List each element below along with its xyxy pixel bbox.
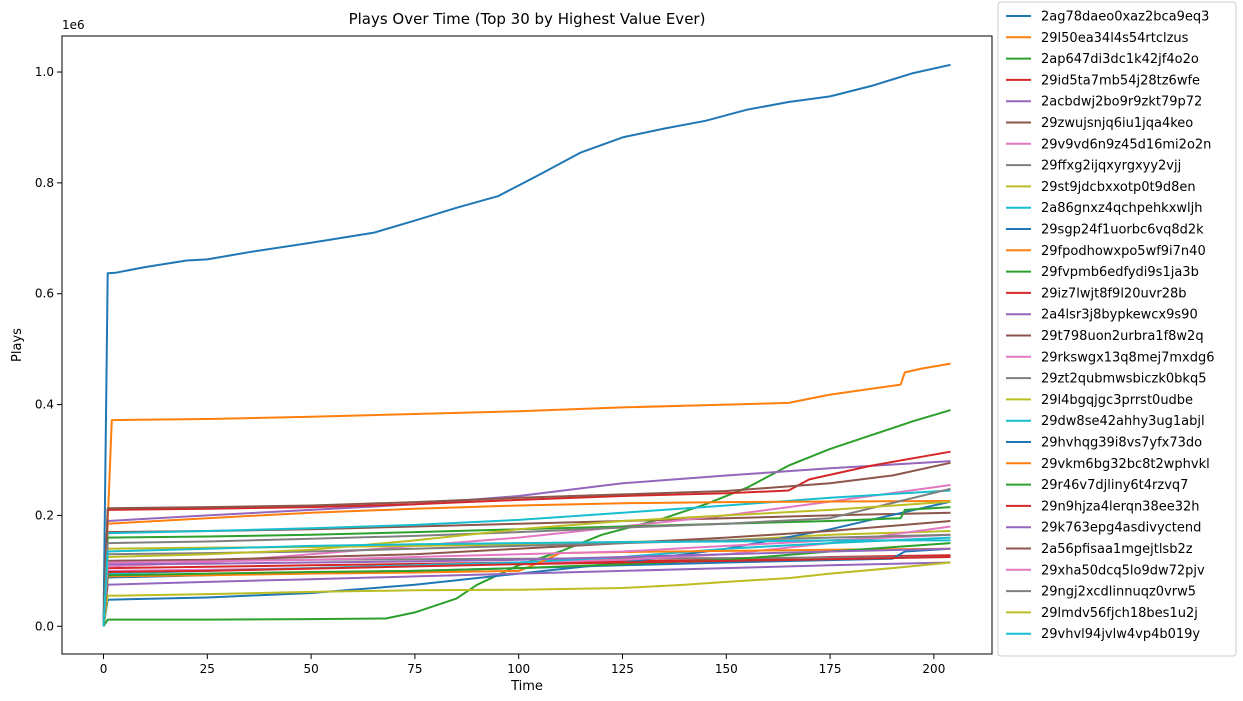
x-tick-label: 0 xyxy=(100,662,108,676)
series-line-23 xyxy=(102,556,951,627)
legend-frame xyxy=(997,1,1237,657)
series-line-25 xyxy=(102,520,951,627)
legend-label-6: 29v9vd6n9z45d16mi2o2n xyxy=(1041,137,1211,152)
legend-label-9: 2a86gnxz4qchpehkxwljh xyxy=(1041,201,1203,216)
y-tick-label: 0.2 xyxy=(35,508,54,522)
x-tick-label: 175 xyxy=(819,662,842,676)
legend-label-19: 29dw8se42ahhy3ug1abjl xyxy=(1041,414,1205,429)
x-tick-label: 150 xyxy=(715,662,738,676)
chart-title: Plays Over Time (Top 30 by Highest Value… xyxy=(349,10,706,28)
x-tick-label: 100 xyxy=(507,662,530,676)
x-axis-label: Time xyxy=(510,679,543,694)
series-line-21 xyxy=(102,547,951,627)
x-tick-label: 125 xyxy=(611,662,634,676)
legend-label-11: 29fpodhowxpo5wf9i7n40 xyxy=(1041,244,1206,259)
legend-label-0: 2ag78daeo0xaz2bca9eq3 xyxy=(1041,10,1209,25)
series-line-27 xyxy=(102,533,951,627)
y-offset-label: 1e6 xyxy=(62,18,85,32)
y-tick-label: 0.8 xyxy=(35,176,54,190)
legend-label-18: 29l4bgqjgc3prrst0udbe xyxy=(1041,393,1193,408)
legend-label-14: 2a4lsr3j8bypkewcx9s90 xyxy=(1041,308,1198,323)
legend-label-3: 29id5ta7mb54j28tz6wfe xyxy=(1041,73,1200,88)
legend: 2ag78daeo0xaz2bca9eq3 29l50ea34l4s54rtclz… xyxy=(997,1,1237,657)
legend-label-23: 29n9hjza4lerqn38ee32h xyxy=(1041,499,1200,514)
legend-label-13: 29iz7lwjt8f9l20uvr28b xyxy=(1041,286,1187,301)
y-tick-label: 0.6 xyxy=(35,287,54,301)
series-line-29 xyxy=(102,539,951,627)
series-line-0 xyxy=(102,63,951,627)
legend-label-12: 29fvpmb6edfydi9s1ja3b xyxy=(1041,265,1199,280)
series-line-26 xyxy=(102,533,951,627)
legend-label-7: 29ffxg2ijqxyrgxyy2vjj xyxy=(1041,159,1181,174)
series-line-2 xyxy=(102,409,951,627)
legend-label-24: 29k763epg4asdivyctend xyxy=(1041,521,1201,536)
series-line-15 xyxy=(102,461,951,627)
series-line-1 xyxy=(102,362,951,627)
series-line-18 xyxy=(102,561,951,627)
legend-label-22: 29r46v7djliny6t4rzvq7 xyxy=(1041,478,1188,493)
plot-frame xyxy=(61,35,993,655)
legend-label-5: 29zwujsnjq6iu1jqa4keo xyxy=(1041,116,1193,131)
series-line-22 xyxy=(102,542,951,627)
legend-label-29: 29vhvl94jvlw4vp4b019y xyxy=(1041,627,1200,642)
y-axis-ticks: 0.0 0.2 0.4 0.6 0.8 1.0 xyxy=(35,65,62,633)
legend-label-8: 29st9jdcbxxotp0t9d8en xyxy=(1041,180,1196,195)
legend-label-15: 29t798uon2urbra1f8w2q xyxy=(1041,329,1204,344)
legend-label-27: 29ngj2xcdlinnuqz0vrw5 xyxy=(1041,585,1196,600)
series-line-11 xyxy=(102,500,951,627)
x-tick-label: 25 xyxy=(200,662,215,676)
y-tick-label: 0.4 xyxy=(35,398,54,412)
x-tick-label: 75 xyxy=(407,662,422,676)
y-axis-label: Plays xyxy=(10,328,25,362)
series-line-24 xyxy=(102,547,951,627)
legend-label-20: 29hvhqg39i8vs7yfx73do xyxy=(1041,436,1202,451)
series-line-12 xyxy=(102,506,951,627)
legend-label-10: 29sgp24f1uorbc6vq8d2k xyxy=(1041,223,1204,238)
series-line-8 xyxy=(102,530,951,627)
legend-label-26: 29xha50dcq5lo9dw72pjv xyxy=(1041,563,1205,578)
series-line-28 xyxy=(102,500,951,627)
legend-label-21: 29vkm6bg32bc8t2wphvkl xyxy=(1041,457,1210,472)
x-tick-label: 50 xyxy=(303,662,318,676)
y-tick-label: 1.0 xyxy=(35,65,54,79)
legend-label-28: 29lmdv56fjch18bes1u2j xyxy=(1041,606,1198,621)
legend-label-17: 29zt2qubmwsbiczk0bkq5 xyxy=(1041,372,1206,387)
y-tick-label: 0.0 xyxy=(35,619,54,633)
legend-label-1: 29l50ea34l4s54rtclzus xyxy=(1041,31,1189,46)
x-axis-ticks: 0 25 50 75 100 125 150 175 200 xyxy=(100,654,945,676)
legend-label-16: 29rkswgx13q8mej7mxdg6 xyxy=(1041,350,1215,365)
legend-items: 2ag78daeo0xaz2bca9eq3 29l50ea34l4s54rtclz… xyxy=(1006,10,1215,642)
legend-label-2: 2ap647di3dc1k42jf4o2o xyxy=(1041,52,1199,67)
series-lines xyxy=(102,63,951,627)
legend-label-25: 2a56pfisaa1mgejtlsb2z xyxy=(1041,542,1193,557)
series-line-13 xyxy=(102,450,951,627)
x-tick-label: 200 xyxy=(922,662,945,676)
legend-label-4: 2acbdwj2bo9r9zkt79p72 xyxy=(1041,95,1202,110)
series-line-14 xyxy=(102,561,951,627)
